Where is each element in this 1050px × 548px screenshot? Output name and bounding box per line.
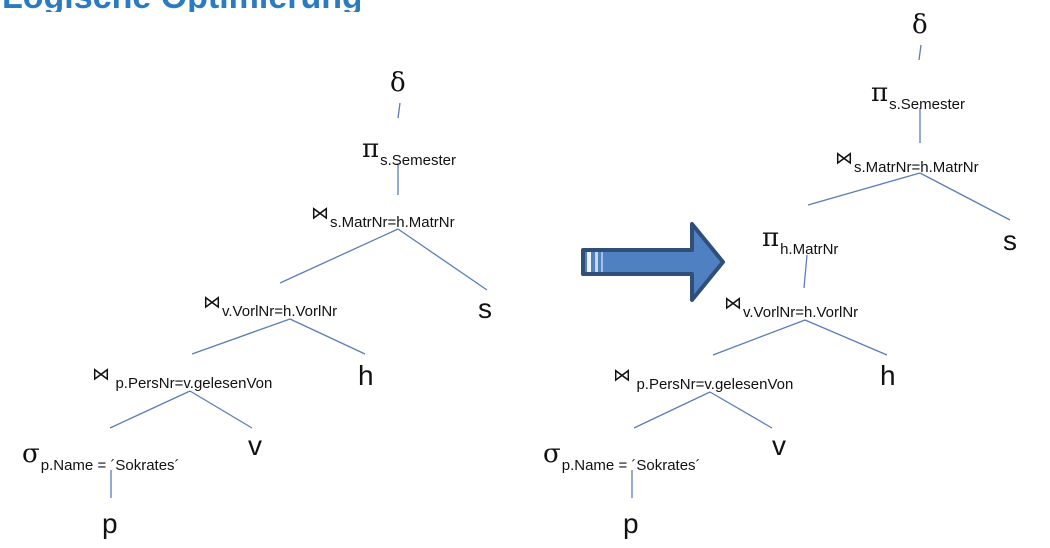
join-symbol: ⋈ — [311, 203, 329, 224]
right-arrow-icon — [581, 222, 725, 302]
left-relation-v: v — [248, 430, 262, 461]
edge-right-join-s-s — [919, 172, 1011, 221]
left-duplicate-elimination: δ — [390, 70, 406, 96]
right-join-matrnr: ⋈s.MatrNr=h.MatrNr — [835, 148, 979, 176]
join-condition: p.PersNr=v.gelesenVon — [115, 375, 273, 392]
projection-attribute: s.Semester — [380, 152, 456, 169]
edge-left-join-v-h — [289, 318, 366, 355]
left-relation-p: p — [102, 508, 118, 539]
edge-right-delta-pi — [918, 44, 922, 61]
right-projection-matrnr: πh.MatrNr — [762, 225, 838, 257]
edge-left-delta-pi — [397, 102, 401, 119]
delta-symbol: δ — [912, 10, 928, 40]
right-join-vorlnr: ⋈v.VorlNr=h.VorlNr — [724, 293, 859, 321]
sigma-symbol: σ — [22, 439, 40, 469]
right-relation-p: p — [623, 508, 639, 539]
left-join-vorlnr: ⋈v.VorlNr=h.VorlNr — [203, 292, 338, 320]
join-condition: v.VorlNr=h.VorlNr — [222, 303, 338, 320]
selection-predicate: p.Name = ´Sokrates´ — [561, 457, 701, 474]
left-projection-semester: πs.Semester — [362, 136, 456, 168]
pi-symbol: π — [362, 134, 380, 164]
projection-attribute: s.Semester — [889, 96, 965, 113]
edge-left-join-p-v — [189, 390, 253, 429]
join-symbol: ⋈ — [724, 293, 742, 314]
join-symbol: ⋈ — [835, 148, 853, 169]
left-selection-sokrates: σp.Name = ´Sokrates´ — [22, 441, 180, 473]
left-join-persnr: ⋈ p.PersNr=v.gelesenVon — [92, 364, 273, 392]
pi-symbol: π — [871, 78, 889, 108]
right-duplicate-elimination: δ — [912, 12, 928, 38]
right-relation-v: v — [772, 430, 786, 461]
sigma-symbol: σ — [543, 439, 561, 469]
join-symbol: ⋈ — [613, 365, 631, 386]
pi-symbol: π — [762, 223, 780, 253]
slide-title-fragment: Logische Optimierung — [0, 0, 360, 12]
edge-left-join-s-join-v — [279, 228, 399, 284]
join-symbol: ⋈ — [92, 364, 110, 385]
edge-left-join-s-s — [397, 228, 488, 291]
edge-left-join-p-sigma — [109, 390, 191, 429]
edge-right-pi-h-join-v — [803, 254, 808, 289]
edge-right-join-v-join-p — [712, 319, 806, 356]
right-projection-semester: πs.Semester — [871, 80, 965, 112]
join-condition: p.PersNr=v.gelesenVon — [636, 376, 794, 393]
left-join-matrnr: ⋈s.MatrNr=h.MatrNr — [311, 203, 455, 231]
right-join-persnr: ⋈ p.PersNr=v.gelesenVon — [613, 365, 794, 393]
right-selection-sokrates: σp.Name = ´Sokrates´ — [543, 441, 701, 473]
left-relation-s: s — [478, 293, 492, 324]
right-relation-h: h — [880, 360, 896, 391]
edge-right-join-p-v — [709, 391, 773, 429]
projection-attribute: h.MatrNr — [780, 241, 839, 258]
join-symbol: ⋈ — [203, 292, 221, 313]
delta-symbol: δ — [390, 68, 406, 98]
join-condition: s.MatrNr=h.MatrNr — [330, 214, 455, 231]
edge-left-join-v-join-p — [191, 318, 291, 355]
edge-right-join-p-sigma — [633, 391, 711, 429]
right-relation-s: s — [1003, 225, 1017, 256]
join-condition: v.VorlNr=h.VorlNr — [743, 304, 859, 321]
edge-right-join-v-h — [804, 319, 888, 356]
join-condition: s.MatrNr=h.MatrNr — [854, 159, 979, 176]
left-relation-h: h — [358, 360, 374, 391]
edge-right-join-s-pi-h — [807, 172, 921, 206]
selection-predicate: p.Name = ´Sokrates´ — [40, 457, 180, 474]
